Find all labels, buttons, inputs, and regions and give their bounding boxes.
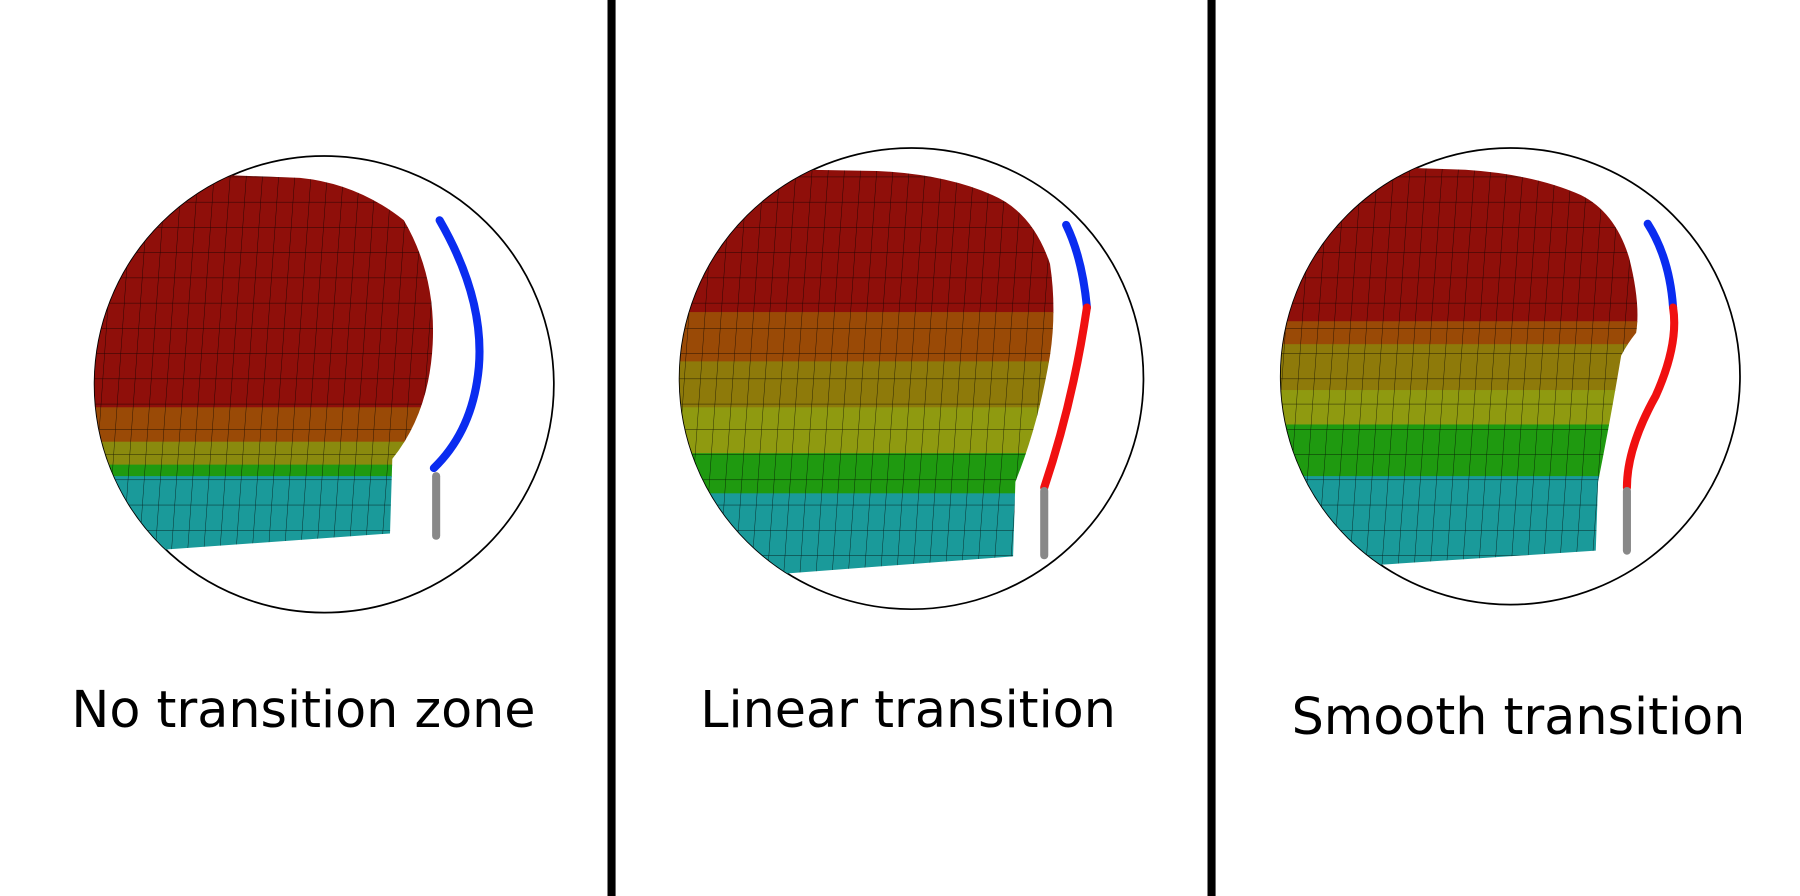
panel-1: No transition zone [71, 155, 555, 739]
caption: No transition zone [71, 680, 535, 739]
caption: Smooth transition [1292, 687, 1746, 746]
panel-2: Linear transition [678, 147, 1145, 739]
caption: Linear transition [700, 680, 1116, 739]
panel-3: Smooth transition [1279, 147, 1746, 746]
